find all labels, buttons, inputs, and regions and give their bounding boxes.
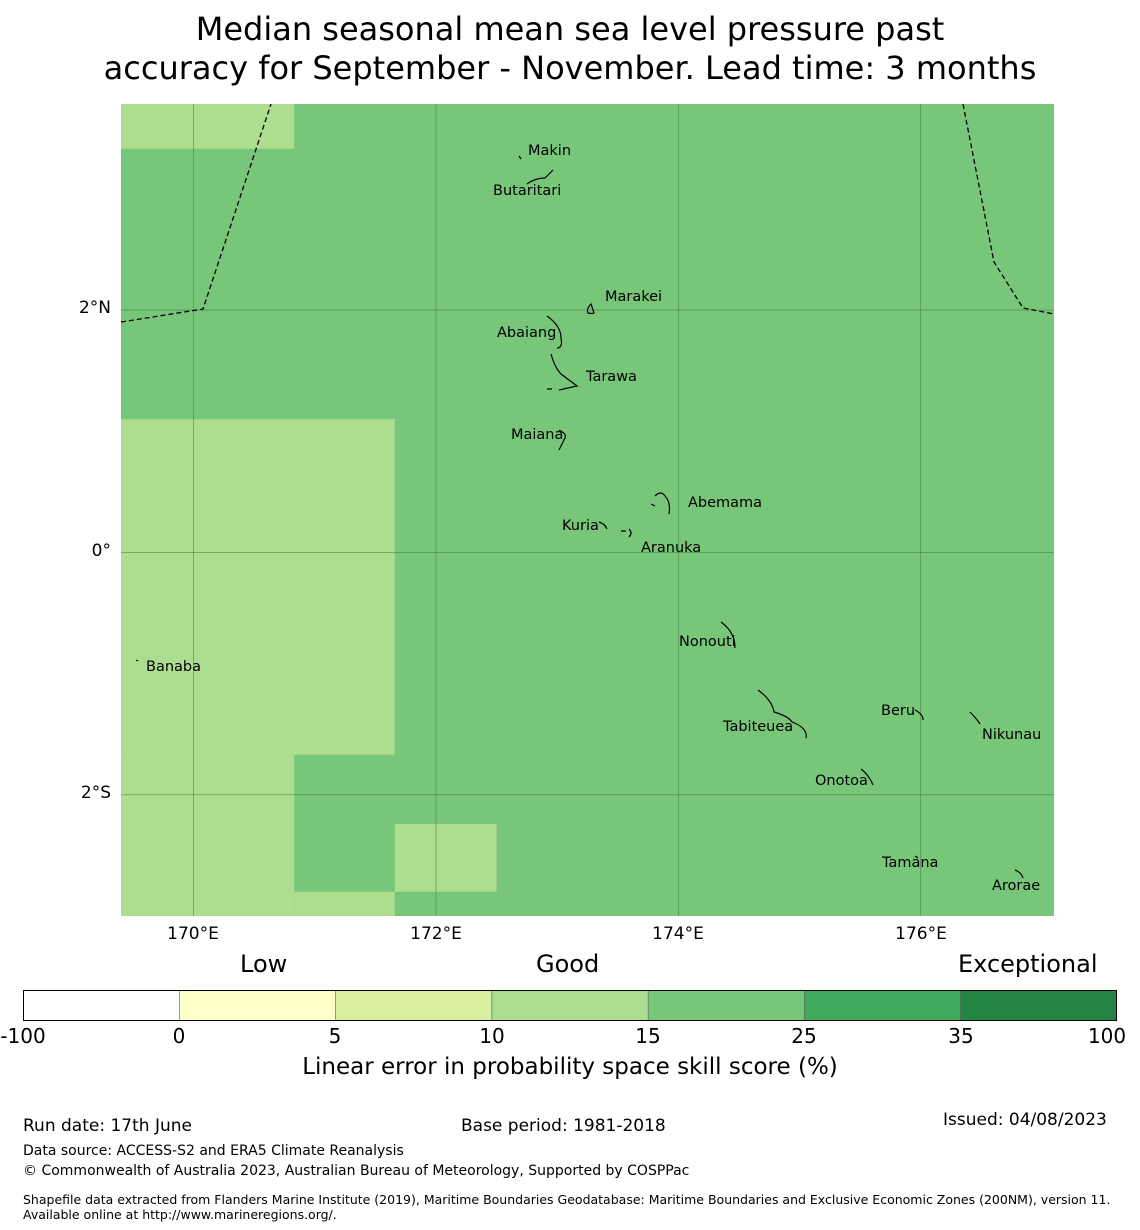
island-label-maiana: Maiana bbox=[511, 427, 563, 443]
colorbar-title: Linear error in probability space skill … bbox=[302, 1054, 838, 1080]
lon-tick-label-176e: 176°E bbox=[895, 924, 947, 944]
colorbar-bin-2 bbox=[335, 990, 492, 1021]
issued-date: Issued: 04/08/2023 bbox=[943, 1110, 1107, 1130]
butaritari-outline bbox=[526, 169, 554, 185]
colorbar-bin-3 bbox=[491, 990, 649, 1021]
colorbar-bin-4 bbox=[648, 990, 805, 1021]
legend-category-good: Good bbox=[536, 950, 600, 978]
colorbar-tick-4: 15 bbox=[635, 1024, 661, 1048]
graticule bbox=[121, 104, 1054, 916]
colorbar-frame bbox=[23, 990, 1117, 1021]
island-label-abaiang: Abaiang bbox=[497, 325, 556, 341]
title-line-2: accuracy for September - November. Lead … bbox=[103, 49, 1037, 87]
colorbar-tick-2: 5 bbox=[328, 1024, 342, 1048]
kuria-outline bbox=[598, 521, 608, 530]
base-period: Base period: 1981-2018 bbox=[461, 1116, 666, 1136]
island-label-nonouti: Nonouti bbox=[679, 634, 736, 650]
island-label-aranuka: Aranuka bbox=[641, 540, 701, 556]
colorbar-tick-5: 25 bbox=[791, 1024, 817, 1048]
eez-boundary bbox=[121, 104, 1054, 323]
tabiteuea-outline bbox=[757, 689, 807, 739]
island-label-tarawa: Tarawa bbox=[585, 369, 637, 385]
island-label-nikunau: Nikunau bbox=[982, 727, 1041, 743]
lat-tick-label-0: 0° bbox=[91, 541, 111, 561]
skill-cell-3 bbox=[294, 891, 395, 916]
colorbar-tick-6: 35 bbox=[948, 1024, 974, 1048]
marakei-outline bbox=[586, 302, 595, 315]
island-label-makin: Makin bbox=[528, 143, 571, 159]
lat-tick-label-2n: 2°N bbox=[78, 298, 111, 318]
colorbar bbox=[23, 990, 1117, 1021]
island-labels: Makin Butaritari Marakei Abaiang Tarawa … bbox=[146, 143, 1041, 894]
abemama-outline bbox=[654, 492, 671, 515]
island-outlines bbox=[135, 155, 1024, 879]
colorbar-bin-1 bbox=[179, 990, 336, 1021]
colorbar-bins bbox=[23, 990, 1117, 1021]
colorbar-bin-0 bbox=[23, 990, 180, 1021]
colorbar-tick-1: 0 bbox=[172, 1024, 186, 1048]
onotoa-outline bbox=[860, 768, 874, 786]
map-title: Median seasonal mean sea level pressure … bbox=[0, 10, 1140, 88]
legend-category-low: Low bbox=[240, 950, 288, 978]
lon-tick-label-174e: 174°E bbox=[652, 924, 704, 944]
skill-cell-4 bbox=[394, 823, 497, 892]
skill-cells bbox=[121, 104, 497, 916]
legend-category-exceptional: Exceptional bbox=[958, 950, 1098, 978]
tarawa-outline bbox=[550, 353, 579, 391]
title-line-1: Median seasonal mean sea level pressure … bbox=[195, 10, 945, 48]
island-label-arorae: Arorae bbox=[992, 878, 1040, 894]
colorbar-tick-7: 100 bbox=[1087, 1024, 1127, 1048]
lon-tick-label-170e: 170°E bbox=[167, 924, 219, 944]
skill-cell-1 bbox=[121, 419, 395, 755]
lat-tick-label-2s: 2°S bbox=[80, 783, 111, 803]
island-label-tabiteuea: Tabiteuea bbox=[722, 719, 793, 735]
abaiang-outline bbox=[546, 315, 563, 349]
island-label-beru: Beru bbox=[881, 703, 915, 719]
island-label-abemama: Abemama bbox=[688, 495, 762, 511]
skill-cell-0 bbox=[121, 104, 295, 149]
island-label-kuria: Kuria bbox=[562, 518, 599, 534]
island-label-banaba: Banaba bbox=[146, 659, 201, 675]
aranuka-outline bbox=[621, 528, 632, 538]
island-label-onotoa: Onotoa bbox=[815, 773, 868, 789]
beru-outline bbox=[914, 709, 924, 721]
data-source: Data source: ACCESS-S2 and ERA5 Climate … bbox=[23, 1143, 404, 1159]
map-canvas: Makin Butaritari Marakei Abaiang Tarawa … bbox=[121, 104, 1054, 916]
tamana-outline bbox=[914, 855, 919, 859]
island-label-butaritari: Butaritari bbox=[493, 183, 561, 199]
island-label-tamana: Tamana bbox=[881, 855, 938, 871]
lon-tick-label-172e: 172°E bbox=[410, 924, 462, 944]
colorbar-tick-0: -100 bbox=[0, 1024, 46, 1048]
skill-map: Makin Butaritari Marakei Abaiang Tarawa … bbox=[121, 104, 1054, 916]
eez-boundary-west bbox=[121, 104, 272, 323]
abemama-islet-outline bbox=[650, 503, 656, 507]
arorae-outline bbox=[1014, 869, 1024, 879]
skill-cell-2 bbox=[121, 754, 295, 916]
island-label-marakei: Marakei bbox=[605, 289, 662, 305]
maiana-outline bbox=[558, 429, 566, 451]
run-date: Run date: 17th June bbox=[23, 1116, 192, 1136]
banaba-outline bbox=[135, 659, 139, 662]
eez-boundary-east bbox=[962, 104, 1054, 315]
copyright-notice: © Commonwealth of Australia 2023, Austra… bbox=[23, 1163, 690, 1179]
shapefile-credit: Shapefile data extracted from Flanders M… bbox=[23, 1192, 1111, 1222]
nikunau-outline bbox=[969, 711, 981, 725]
colorbar-bin-5 bbox=[804, 990, 961, 1021]
colorbar-tick-3: 10 bbox=[479, 1024, 505, 1048]
nonouti-outline bbox=[720, 621, 736, 649]
colorbar-bin-6 bbox=[960, 990, 1117, 1021]
makin-outline bbox=[518, 155, 522, 160]
